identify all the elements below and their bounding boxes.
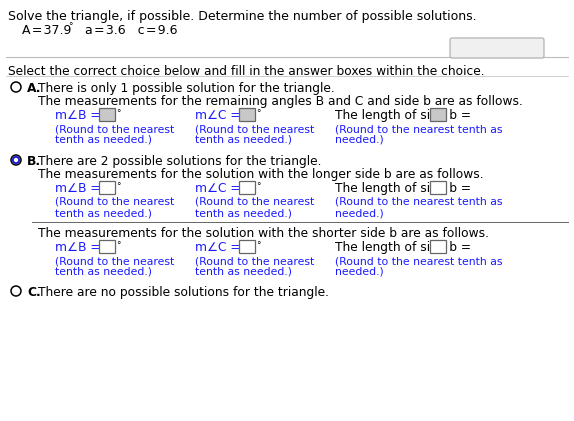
FancyBboxPatch shape <box>430 240 446 253</box>
Text: tenth as needed.): tenth as needed.) <box>195 135 292 145</box>
Text: tenth as needed.): tenth as needed.) <box>55 267 152 277</box>
Text: The measurements for the remaining angles B and C and side b are as follows.: The measurements for the remaining angle… <box>38 95 523 108</box>
FancyBboxPatch shape <box>239 181 255 194</box>
Text: There is only 1 possible solution for the triangle.: There is only 1 possible solution for th… <box>38 82 335 95</box>
FancyBboxPatch shape <box>99 181 115 194</box>
Text: There are no possible solutions for the triangle.: There are no possible solutions for the … <box>38 286 329 299</box>
Text: C.: C. <box>27 286 41 299</box>
Text: °: ° <box>68 22 72 31</box>
Text: °: ° <box>116 182 121 191</box>
Text: (Round to the nearest: (Round to the nearest <box>55 197 174 207</box>
Text: needed.): needed.) <box>335 135 384 145</box>
Text: Select the correct choice below and fill in the answer boxes within the choice.: Select the correct choice below and fill… <box>8 65 484 78</box>
Text: m∠B =: m∠B = <box>55 182 104 195</box>
Text: m∠C =: m∠C = <box>195 182 245 195</box>
Text: tenth as needed.): tenth as needed.) <box>195 208 292 218</box>
Text: (Round to the nearest: (Round to the nearest <box>55 256 174 266</box>
Text: B.: B. <box>27 155 41 168</box>
Text: tenth as needed.): tenth as needed.) <box>55 208 152 218</box>
FancyBboxPatch shape <box>99 240 115 253</box>
FancyBboxPatch shape <box>430 108 446 121</box>
Text: (Round to the nearest: (Round to the nearest <box>195 197 314 207</box>
Text: °: ° <box>256 182 261 191</box>
Circle shape <box>14 158 18 162</box>
Text: The measurements for the solution with the shorter side b are as follows.: The measurements for the solution with t… <box>38 227 489 240</box>
Text: (Round to the nearest tenth as: (Round to the nearest tenth as <box>335 124 502 134</box>
Text: The length of side b =: The length of side b = <box>335 182 475 195</box>
Text: .....: ..... <box>490 43 505 53</box>
Text: m∠B =: m∠B = <box>55 109 104 122</box>
Text: m∠C =: m∠C = <box>195 109 245 122</box>
Text: The length of side b =: The length of side b = <box>335 109 475 122</box>
Text: (Round to the nearest: (Round to the nearest <box>195 256 314 266</box>
Text: There are 2 possible solutions for the triangle.: There are 2 possible solutions for the t… <box>38 155 321 168</box>
FancyBboxPatch shape <box>239 240 255 253</box>
Text: °: ° <box>256 241 261 250</box>
Text: tenth as needed.): tenth as needed.) <box>195 267 292 277</box>
FancyBboxPatch shape <box>430 181 446 194</box>
Text: A.: A. <box>27 82 41 95</box>
Text: (Round to the nearest: (Round to the nearest <box>195 124 314 134</box>
Text: (Round to the nearest tenth as: (Round to the nearest tenth as <box>335 197 502 207</box>
Text: a = 3.6   c = 9.6: a = 3.6 c = 9.6 <box>73 24 177 37</box>
Text: (Round to the nearest tenth as: (Round to the nearest tenth as <box>335 256 502 266</box>
Circle shape <box>12 156 20 164</box>
Text: °: ° <box>116 241 121 250</box>
Text: needed.): needed.) <box>335 208 384 218</box>
Text: needed.): needed.) <box>335 267 384 277</box>
Text: Solve the triangle, if possible. Determine the number of possible solutions.: Solve the triangle, if possible. Determi… <box>8 10 476 23</box>
FancyBboxPatch shape <box>450 38 544 58</box>
Text: m∠B =: m∠B = <box>55 241 104 254</box>
Text: tenth as needed.): tenth as needed.) <box>55 135 152 145</box>
FancyBboxPatch shape <box>239 108 255 121</box>
Text: The length of side b =: The length of side b = <box>335 241 475 254</box>
Text: m∠C =: m∠C = <box>195 241 245 254</box>
Text: °: ° <box>116 109 121 118</box>
FancyBboxPatch shape <box>99 108 115 121</box>
Text: (Round to the nearest: (Round to the nearest <box>55 124 174 134</box>
Text: °: ° <box>256 109 261 118</box>
Text: The measurements for the solution with the longer side b are as follows.: The measurements for the solution with t… <box>38 168 484 181</box>
Text: A = 37.9: A = 37.9 <box>22 24 71 37</box>
